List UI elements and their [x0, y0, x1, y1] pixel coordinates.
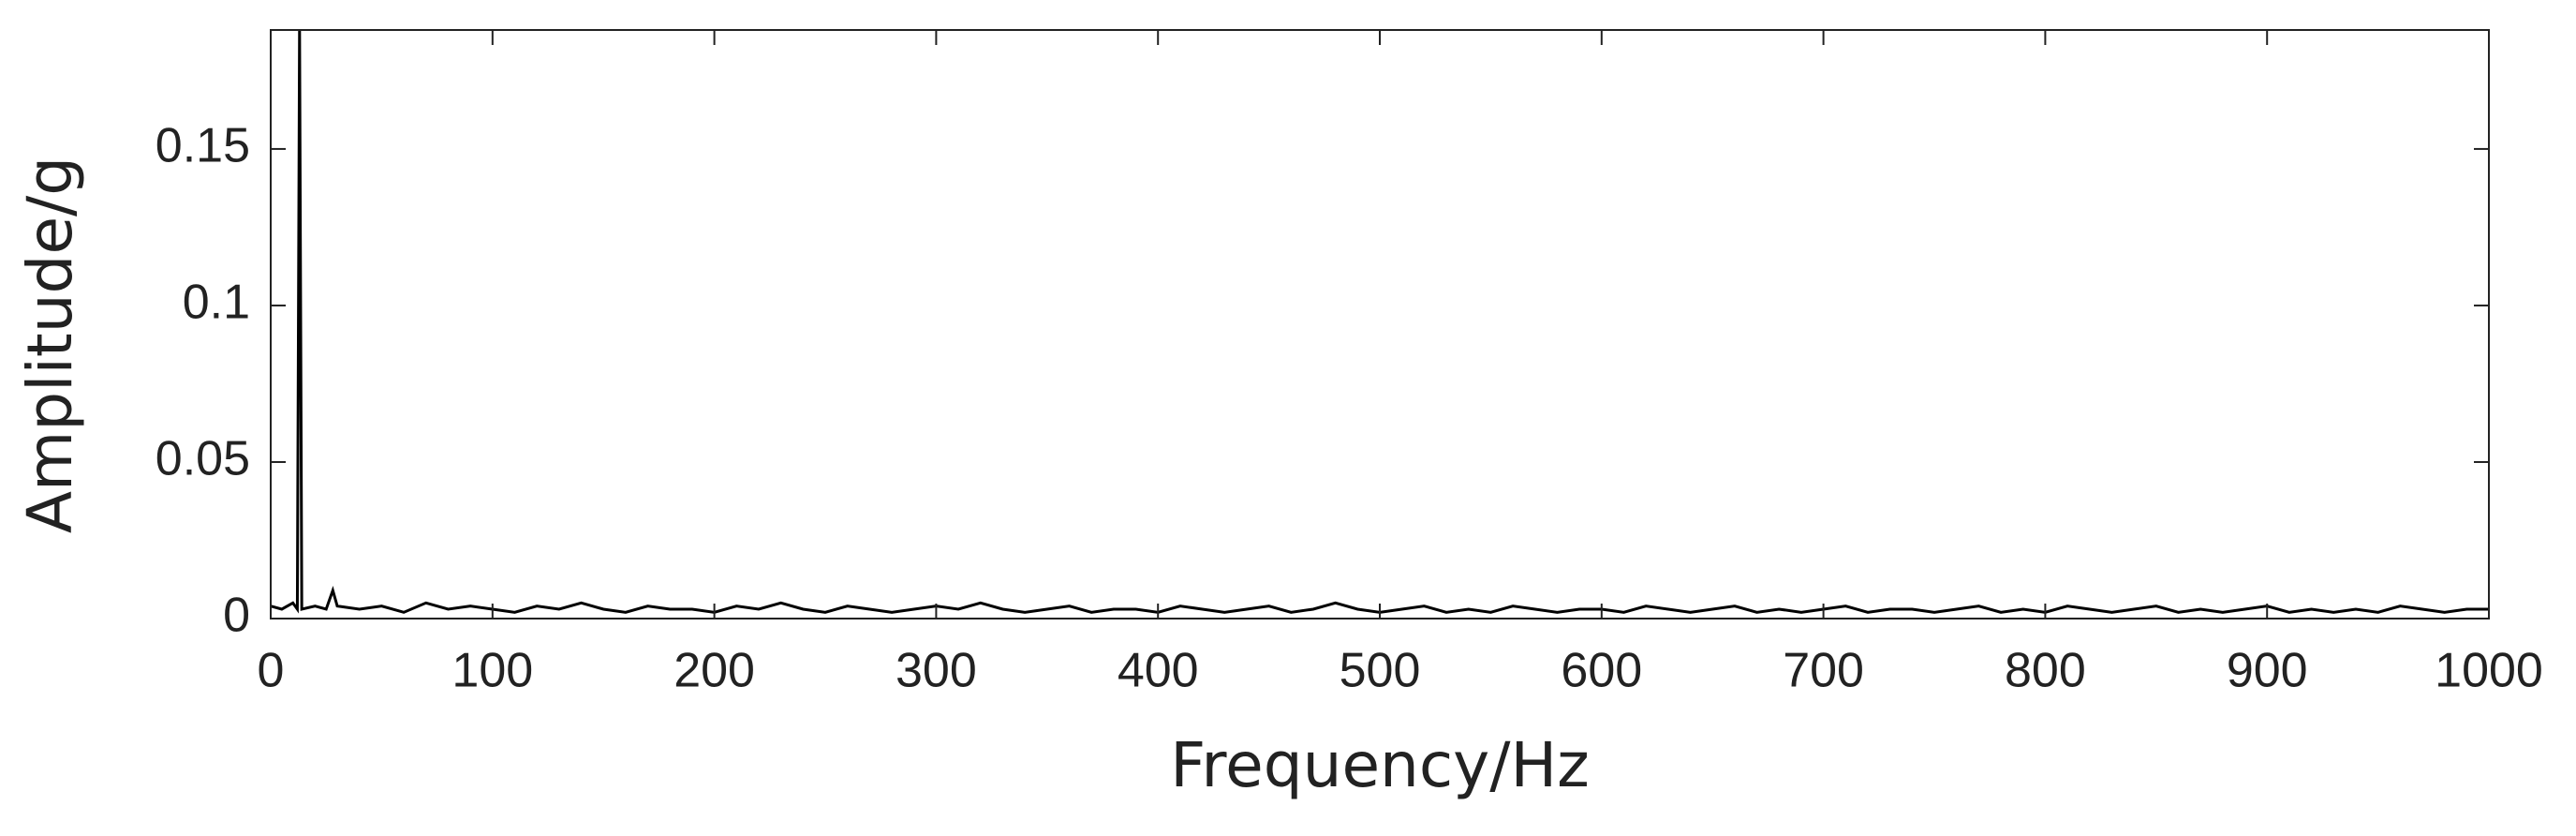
x-tick-label: 900: [2227, 644, 2308, 698]
x-tick-label: 300: [896, 644, 977, 698]
x-tick-label: 400: [1118, 644, 1199, 698]
y-tick-label: 0.1: [183, 276, 250, 330]
x-axis-label: Frequency/Hz: [1170, 729, 1589, 801]
x-tick-label: 600: [1561, 644, 1642, 698]
y-tick-label: 0.05: [155, 432, 250, 486]
x-tick-label: 1000: [2435, 644, 2543, 698]
x-tick-label: 200: [674, 644, 755, 698]
y-tick-label: 0: [223, 589, 250, 643]
x-tick-label: 0: [258, 644, 285, 698]
x-tick-label: 500: [1340, 644, 1421, 698]
x-tick-label: 700: [1783, 644, 1864, 698]
spectrum-line: [271, 30, 2489, 614]
x-tick-label: 100: [452, 644, 533, 698]
y-tick-label: 0.15: [155, 119, 250, 173]
x-tick-label: 800: [2005, 644, 2086, 698]
y-axis-label: Amplitude/g: [14, 157, 86, 533]
plot-frame: [270, 29, 2490, 620]
